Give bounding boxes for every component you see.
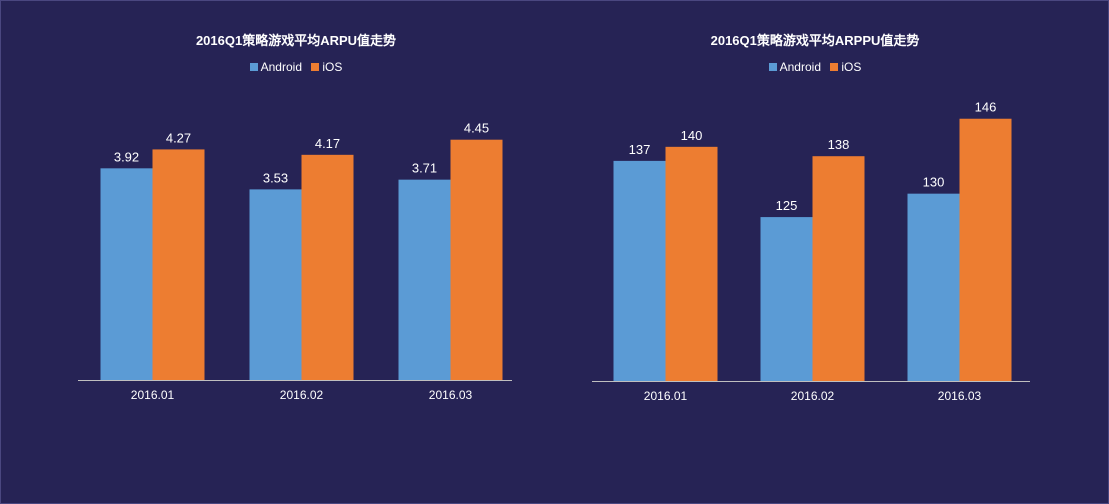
bar-ios-2016.03 — [450, 139, 503, 380]
legend-swatch-android — [768, 63, 777, 71]
legend-item-android: Android — [249, 60, 302, 74]
chart-legend: Android iOS — [555, 60, 1075, 74]
bar-android-2016.01 — [613, 160, 666, 381]
data-label-ios-2016.02: 138 — [828, 137, 850, 152]
arppu-plot: 137 140 2016.01 125 138 2016.02 130 146 2016.03 — [592, 100, 1030, 403]
legend-item-ios: iOS — [830, 60, 861, 74]
data-label-ios-2016.02: 4.17 — [315, 136, 340, 151]
bar-ios-2016.02 — [301, 154, 354, 380]
bar-android-2016.02 — [249, 189, 302, 380]
bar-android-2016.03 — [907, 193, 960, 381]
bar-ios-2016.01 — [152, 149, 205, 380]
bar-ios-2016.02 — [812, 156, 865, 381]
chart-title: 2016Q1策略游戏平均ARPPU值走势 — [710, 33, 920, 48]
data-label-android-2016.02: 125 — [776, 198, 798, 213]
data-label-ios-2016.01: 4.27 — [166, 130, 191, 145]
x-tick-label: 2016.03 — [429, 388, 473, 402]
legend-label-ios: iOS — [322, 60, 343, 74]
chart-legend: Android iOS — [36, 60, 556, 74]
legend-label-android: Android — [779, 60, 821, 74]
chart-title: 2016Q1策略游戏平均ARPU值走势 — [195, 33, 397, 48]
legend-label-ios: iOS — [841, 60, 862, 74]
bar-android-2016.01 — [100, 168, 153, 380]
x-tick-label: 2016.01 — [131, 388, 175, 402]
data-label-android-2016.01: 137 — [629, 142, 651, 157]
arppu-chart: 2016Q1策略游戏平均ARPPU值走势 Android iOS 137 140 2… — [555, 0, 1075, 440]
x-tick-label: 2016.02 — [791, 389, 835, 403]
legend-item-android: Android — [768, 60, 821, 74]
bar-android-2016.02 — [760, 217, 813, 381]
bar-ios-2016.01 — [665, 146, 718, 381]
x-tick-label: 2016.01 — [644, 389, 688, 403]
x-tick-label: 2016.02 — [280, 388, 324, 402]
data-label-android-2016.03: 130 — [923, 175, 945, 190]
x-tick-label: 2016.03 — [938, 389, 982, 403]
data-label-android-2016.03: 3.71 — [412, 161, 437, 176]
legend-swatch-ios — [311, 63, 320, 71]
arpu-chart: 2016Q1策略游戏平均ARPU值走势 Android iOS 3.92 4.27… — [36, 0, 556, 440]
data-label-android-2016.01: 3.92 — [114, 149, 139, 164]
arpu-plot: 3.92 4.27 2016.01 3.53 4.17 2016.02 3.71 4.45 20… — [78, 121, 512, 402]
legend-item-ios: iOS — [311, 60, 342, 74]
legend-swatch-android — [249, 63, 258, 71]
data-label-ios-2016.03: 4.45 — [464, 121, 489, 136]
bar-android-2016.03 — [398, 179, 451, 380]
legend-label-android: Android — [260, 60, 302, 74]
data-label-ios-2016.01: 140 — [681, 128, 703, 143]
data-label-ios-2016.03: 146 — [975, 100, 997, 115]
legend-swatch-ios — [830, 63, 839, 71]
data-label-android-2016.02: 3.53 — [263, 170, 288, 185]
bar-ios-2016.03 — [959, 118, 1012, 381]
